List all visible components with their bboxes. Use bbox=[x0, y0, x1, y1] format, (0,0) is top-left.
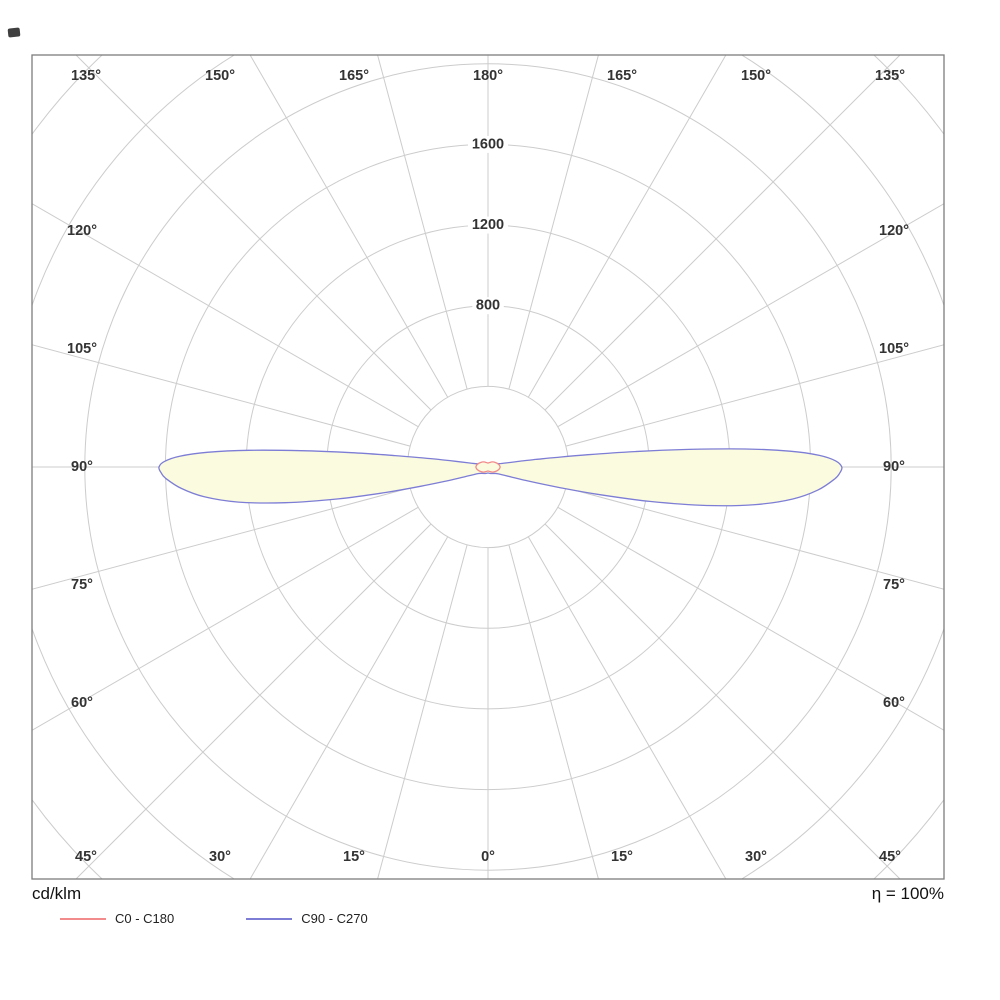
angle-label: 60° bbox=[71, 695, 93, 711]
grid-spoke bbox=[508, 55, 599, 390]
legend-label-c0-c180: C0 - C180 bbox=[115, 911, 175, 926]
grid-spoke bbox=[377, 544, 468, 879]
angle-label: 30° bbox=[209, 849, 231, 865]
ring-label: 1600 bbox=[472, 136, 504, 152]
grid-spoke bbox=[32, 487, 411, 590]
curve-c0-c180 bbox=[475, 461, 501, 473]
angle-label: 75° bbox=[883, 577, 905, 593]
plot-border bbox=[31, 54, 945, 880]
angle-label: 60° bbox=[883, 695, 905, 711]
grid-spoke bbox=[32, 344, 411, 447]
legend: C0 - C180 C90 - C270 bbox=[60, 911, 368, 926]
angle-label: 15° bbox=[343, 849, 365, 865]
ring-label-bg bbox=[468, 135, 508, 153]
angle-label: 165° bbox=[339, 68, 369, 84]
grid-spoke bbox=[527, 536, 727, 879]
efficiency-label: η = 100% bbox=[871, 884, 944, 903]
grid-spoke bbox=[75, 55, 432, 411]
grid-spoke bbox=[377, 55, 468, 390]
angle-label: 90° bbox=[71, 459, 93, 475]
grid-spoke bbox=[557, 506, 944, 731]
legend-item-c0-c180: C0 - C180 bbox=[60, 911, 174, 926]
angle-label: 45° bbox=[75, 849, 97, 865]
angle-label: 135° bbox=[71, 68, 101, 84]
angle-label: 15° bbox=[611, 849, 633, 865]
angle-label: 75° bbox=[71, 577, 93, 593]
legend-item-c90-c270: C90 - C270 bbox=[246, 911, 368, 926]
ring-label: 1200 bbox=[472, 217, 504, 233]
footer-left: cd/klm C0 - C180 C90 - C270 bbox=[32, 884, 368, 926]
angle-label: 30° bbox=[745, 849, 767, 865]
grid-spoke bbox=[565, 487, 944, 590]
legend-label-c90-c270: C90 - C270 bbox=[301, 911, 368, 926]
grid-spoke bbox=[565, 344, 944, 447]
ring-label-bg bbox=[468, 216, 508, 234]
chart-footer: cd/klm C0 - C180 C90 - C270 η = 100% bbox=[32, 884, 944, 926]
ring-label-bg bbox=[472, 297, 504, 315]
angle-label: 150° bbox=[205, 68, 235, 84]
grid-spoke bbox=[544, 523, 901, 879]
grid-spoke bbox=[527, 55, 727, 398]
ring-label: 800 bbox=[476, 298, 500, 314]
grid-spoke bbox=[508, 544, 599, 879]
grid-spoke bbox=[32, 506, 419, 731]
angle-label: 105° bbox=[67, 341, 97, 357]
angle-label: 120° bbox=[67, 223, 97, 239]
angle-label: 180° bbox=[473, 68, 503, 84]
angle-label: 0° bbox=[481, 849, 495, 865]
grid-spoke bbox=[32, 203, 419, 428]
angle-label: 135° bbox=[875, 68, 905, 84]
angle-label: 90° bbox=[883, 459, 905, 475]
grid-spoke bbox=[249, 55, 449, 398]
curve-c90-c270 bbox=[158, 448, 843, 507]
angle-label: 120° bbox=[879, 223, 909, 239]
angle-label: 45° bbox=[879, 849, 901, 865]
unit-label: cd/klm bbox=[32, 884, 82, 903]
angle-label: 165° bbox=[607, 68, 637, 84]
red-curve-swatch bbox=[60, 917, 106, 920]
grid-spoke bbox=[544, 55, 901, 411]
grid-spoke bbox=[75, 523, 432, 879]
angle-label: 105° bbox=[879, 341, 909, 357]
blue-curve-swatch bbox=[246, 917, 293, 920]
grid-spoke bbox=[249, 536, 449, 879]
grid-spoke bbox=[557, 203, 944, 428]
angle-label: 150° bbox=[741, 68, 771, 84]
